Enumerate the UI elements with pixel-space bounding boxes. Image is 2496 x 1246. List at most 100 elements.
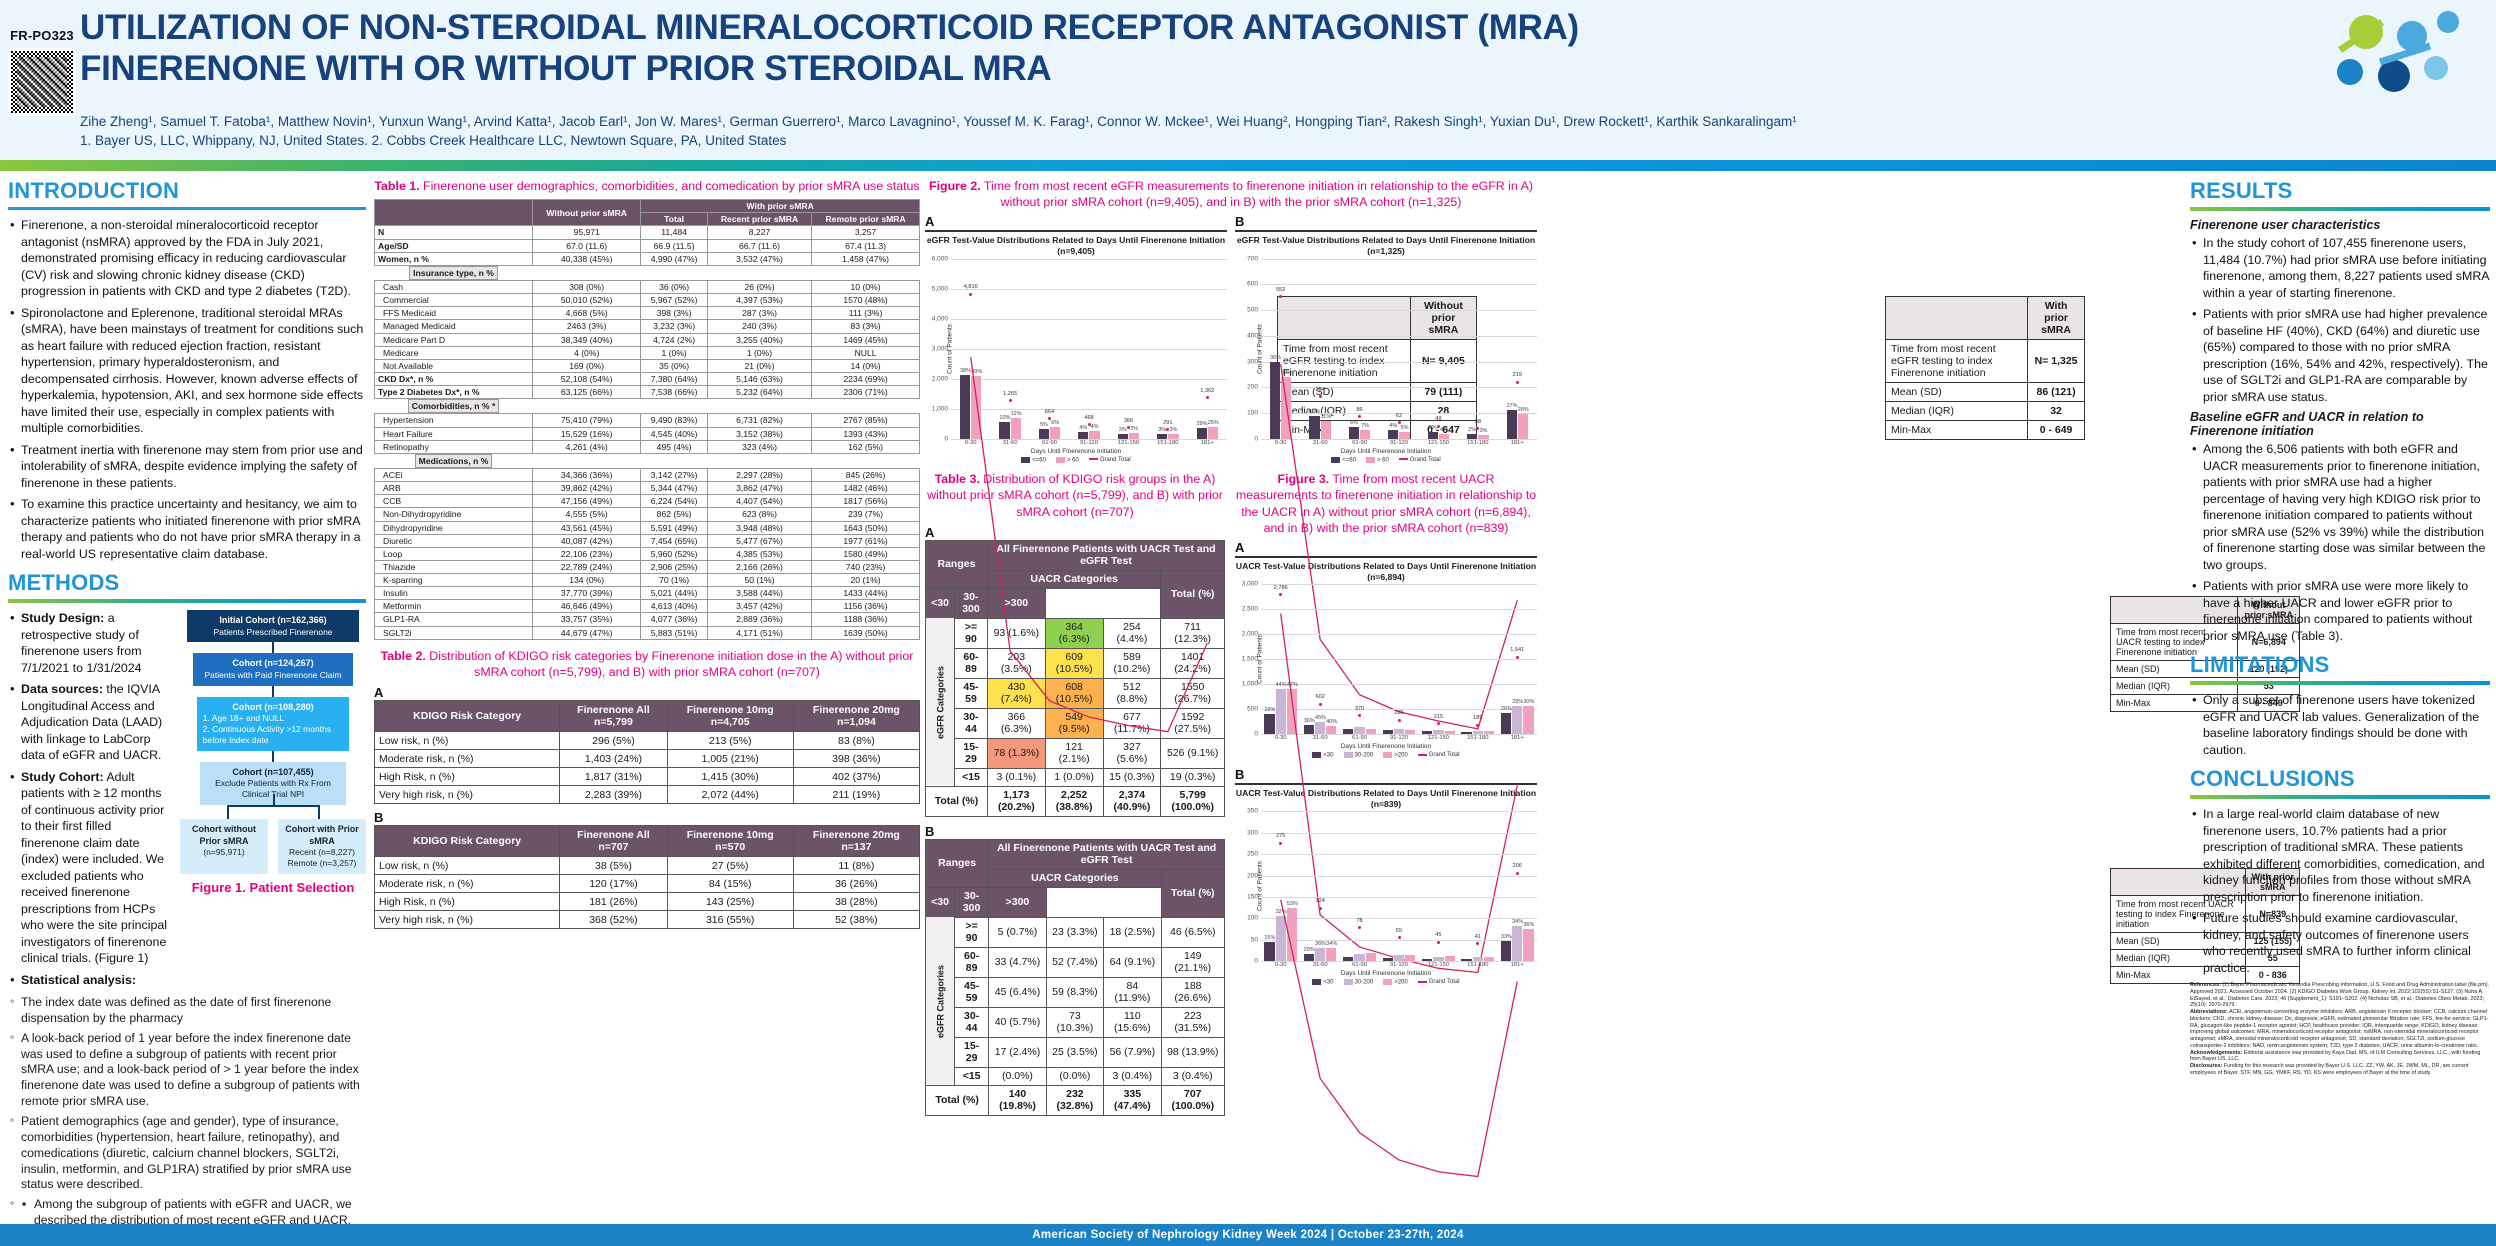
y-axis-tick: 250 (1247, 850, 1258, 858)
x-axis-labels: 0-30 31-60 61-90 91-120 121-150 151-180 181+ (951, 440, 1227, 446)
cell-total: 19 (0.3%) (1160, 767, 1225, 787)
cell-value: 67.0 (11.6) (532, 238, 642, 253)
gridline (1261, 284, 1537, 286)
stats-box-fig2b: With prior sMRA Time from most recent eG… (1884, 296, 2085, 440)
cell-value: 83 (3%) (811, 319, 920, 334)
cell-label: Moderate risk, n (%) (373, 749, 561, 769)
flow-box-exclusion: Cohort (n=107,455) Exclude Patients with… (200, 761, 346, 806)
th-ranges: Ranges (924, 838, 990, 888)
cell-label: GLP1-RA (373, 612, 534, 627)
cell-value: 4,613 (40%) (640, 599, 708, 614)
bar-label: 4% (1440, 426, 1448, 433)
results-bullets-1: In the study cohort of 107,455 finerenon… (2190, 234, 2490, 405)
bar (1444, 730, 1455, 735)
cell-value: 4,555 (5%) (532, 507, 642, 522)
table-row: GLP1-RA 33,757 (35%) 4,077 (36%) 2,889 (36%… (373, 612, 920, 627)
cell-value: 22,106 (23%) (532, 546, 642, 561)
x-axis-tick: 91-120 (1389, 962, 1408, 969)
bar-group-container: 38% 39% 10% 12% 5% 6% 4% 4% 3% 3% 3% 3% 29% 25% (951, 259, 1227, 439)
th-uacr-30-300: 30-300 (953, 886, 990, 918)
cell-value: 4,724 (2%) (640, 332, 708, 347)
x-axis-tick: 61-90 (1352, 735, 1367, 742)
cell-value: 1570 (48%) (811, 293, 920, 308)
data-point (1358, 714, 1362, 718)
x-axis-tick: 31-60 (1312, 439, 1328, 446)
cell-value: 8,227 (706, 225, 813, 240)
x-axis-tick: 181+ (1510, 962, 1524, 969)
table-row: <15 3 (0.1%) 1 (0.0%) 15 (0.3%) 19 (0.3%) (926, 767, 1225, 787)
gridline (1261, 854, 1537, 856)
y-axis-tick: 2,500 (1241, 605, 1258, 613)
x-axis-tick: 151-180 (1157, 439, 1179, 446)
cell-value: 6,224 (54%) (640, 494, 708, 509)
cell-range: <15 (953, 1066, 990, 1086)
table-row: Medications, n % (375, 453, 533, 468)
panel-letter-a: A (925, 214, 935, 230)
table-row: Non-Dihydropyridine 4,555 (5%) 862 (5%) 623… (373, 507, 920, 522)
cell-value: 1639 (50%) (811, 625, 920, 640)
x-axis-tick: 121-150 (1427, 439, 1450, 446)
list-item: Among the 6,506 patients with both eGFR … (2190, 440, 2490, 573)
bar: 19% (1264, 707, 1275, 735)
cell-total-value: 232 (32.8%) (1045, 1084, 1105, 1116)
bar (1382, 957, 1393, 962)
list-item: Statistical analysis: (8, 971, 172, 989)
cell-value: 40,087 (42%) (532, 533, 642, 548)
legend-entry: <=60 (1331, 456, 1356, 463)
cell-value: 46,646 (49%) (532, 599, 642, 614)
gridline (1261, 897, 1537, 899)
bar: 29% (1512, 699, 1523, 735)
cell-value: 609 (10.5%) (1044, 647, 1104, 679)
cell-total: 46 (6.5%) (1160, 916, 1226, 948)
table-row-total: Total (%) 1,173 (20.2%) 2,252 (38.8%) 2,374… (925, 785, 1225, 817)
cell-value: 623 (8%) (706, 507, 813, 522)
bar: 32% (1275, 909, 1287, 962)
cell-value: 75,410 (79%) (532, 413, 642, 428)
y-axis-tick: 0 (1254, 957, 1258, 965)
data-point-label: 86 (1356, 406, 1363, 413)
data-point (1318, 395, 1322, 399)
cell-value: 608 (10.5%) (1044, 677, 1104, 709)
table-row: N 95,971 11,484 8,227 3,257 (373, 225, 920, 240)
x-axis-labels: 0-30 31-60 61-90 91-120 121-150 151-180 181+ (1261, 962, 1537, 968)
table-row: Medicare 4 (0%) 1 (0%) 1 (0%) NULL (373, 345, 920, 360)
cell-value: 1 (0.0%) (1044, 767, 1104, 787)
cell-value: 1817 (56%) (811, 494, 920, 509)
gridline (1261, 734, 1537, 736)
cell-value: 5,232 (64%) (706, 385, 813, 400)
cell-total: 3 (0.4%) (1160, 1066, 1226, 1086)
y-axis-title: Count of Patients (1256, 323, 1264, 374)
chart-wrapper: eGFR Test-Value Distributions Related to… (925, 235, 1227, 463)
y-axis-tick: 1,000 (1241, 680, 1258, 688)
cell-value: 7,380 (64%) (640, 371, 708, 387)
cell-value: 3 (0.1%) (986, 767, 1046, 787)
data-point-label: 185 (1473, 715, 1483, 722)
table-row: 15-29 78 (1.3%) 121 (2.1%) 327 (5.6%) 526 (9… (926, 737, 1225, 769)
bar-label: 36% (1303, 718, 1315, 725)
cell-value: 740 (23%) (811, 559, 920, 575)
table-row: 60-89 33 (4.7%) 52 (7.4%) 64 (9.1%) 149 (21.… (926, 946, 1226, 978)
table-row: eGFR Categories >= 90 93 (1.6%) 364 (6.3%) 2… (925, 617, 1225, 787)
gridline (951, 258, 1227, 260)
cell-value: 3,257 (811, 225, 920, 240)
data-point (1279, 593, 1283, 597)
y-axis-tick: 5,000 (931, 285, 948, 293)
bar-label: 40% (1326, 718, 1338, 725)
y-axis-tick: 500 (1247, 306, 1258, 314)
data-point-label: 41 (1474, 933, 1481, 940)
data-point-label: 4,816 (963, 284, 978, 291)
cell-total: 1550 (26.7%) (1160, 677, 1225, 709)
bar: 3% (1157, 427, 1168, 439)
cell-label: High Risk, n (%) (373, 767, 561, 787)
cell-value: 37,770 (39%) (532, 586, 642, 601)
data-point-label: 366 (1123, 417, 1134, 424)
cell-value: 84 (15%) (666, 874, 794, 894)
data-point-label: 206 (1512, 863, 1522, 870)
data-point (1087, 423, 1091, 427)
disclosures-text: Funding for this research was provided b… (2190, 1063, 2469, 1076)
cell-value: 1,415 (30%) (666, 767, 794, 787)
cell-value: 14 (0%) (811, 358, 920, 373)
th-total: Total (%) (1160, 868, 1226, 918)
qr-code-icon[interactable] (8, 48, 76, 116)
